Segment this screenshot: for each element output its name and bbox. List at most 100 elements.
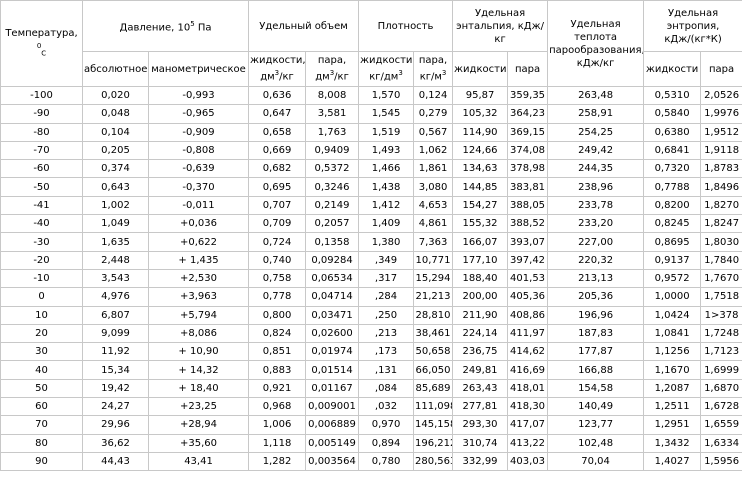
table-cell: 1,1256 xyxy=(643,342,702,362)
table-cell: 0,006889 xyxy=(305,415,360,435)
table-cell: 0,824 xyxy=(248,323,307,344)
table-cell: 388,05 xyxy=(507,195,549,216)
table-cell: 1,7840 xyxy=(700,250,742,270)
table-cell: 124,66 xyxy=(452,140,509,161)
table-cell: 70 xyxy=(0,415,83,435)
table-cell: 1,118 xyxy=(248,433,307,453)
table-cell: 15,294 xyxy=(413,268,454,289)
table-cell: 177,87 xyxy=(547,342,645,362)
table-cell: 188,40 xyxy=(452,268,509,289)
table-cell: 6,807 xyxy=(82,305,149,325)
table-cell: 0,048 xyxy=(82,104,149,124)
table-cell: 1,3432 xyxy=(643,433,702,453)
table-row: -90 0,048 -0,965 0,647 3,581 1,545 0,279 105,32… xyxy=(0,104,742,124)
table-cell: 213,13 xyxy=(547,268,645,289)
table-cell: 224,14 xyxy=(452,323,509,344)
table-cell: 0,851 xyxy=(248,342,307,362)
table-cell: 111,098 xyxy=(413,397,454,417)
table-cell: 1,0424 xyxy=(643,305,702,325)
table-cell: -10 xyxy=(0,268,83,289)
table-cell: 3,581 xyxy=(305,104,360,124)
table-cell: 293,30 xyxy=(452,415,509,435)
table-cell: 1,2511 xyxy=(643,397,702,417)
table-cell: 0,5310 xyxy=(643,85,702,106)
table-cell: + 1,435 xyxy=(147,250,250,270)
table-cell: +28,94 xyxy=(147,415,250,435)
table-cell: -60 xyxy=(0,159,83,179)
table-cell: 227,00 xyxy=(547,232,645,252)
table-cell: 1,861 xyxy=(413,159,454,179)
table-cell: 408,86 xyxy=(507,305,549,325)
table-cell: ,284 xyxy=(358,287,415,307)
table-cell: 0,7320 xyxy=(643,159,702,179)
table-cell: + 18,40 xyxy=(147,378,250,399)
table-cell: 123,77 xyxy=(547,415,645,435)
table-cell: 1,002 xyxy=(82,195,149,216)
table-cell: 414,62 xyxy=(507,342,549,362)
header-text: пара, дм xyxy=(315,55,347,83)
header-cell: Удельная энтальпия, кДж/кг xyxy=(452,0,549,52)
header-cell: абсолютное xyxy=(82,51,149,87)
table-cell: 1,635 xyxy=(82,232,149,252)
page: Температура, 0C Давление, 105 Па Удельный… xyxy=(0,0,742,472)
table-cell: 332,99 xyxy=(452,451,509,472)
table-cell: -0,993 xyxy=(147,85,250,106)
table-cell: 21,213 xyxy=(413,287,454,307)
table-row: -70 0,205 -0,808 0,669 0,9409 1,493 1,062 124,6… xyxy=(0,140,742,161)
table-cell: 1,062 xyxy=(413,140,454,161)
table-row: -50 0,643 -0,370 0,695 0,3246 1,438 3,080 144,8… xyxy=(0,177,742,197)
header-cell: пара, дм3/кг xyxy=(305,51,360,87)
table-cell: +23,25 xyxy=(147,397,250,417)
table-cell: 1,8270 xyxy=(700,195,742,216)
table-cell: 38,461 xyxy=(413,323,454,344)
header-text: жидкости, дм xyxy=(250,55,306,83)
table-cell: 378,98 xyxy=(507,159,549,179)
table-cell: 0,643 xyxy=(82,177,149,197)
header-text: жидкости, кг/дм xyxy=(360,55,414,83)
table-cell: 1,0841 xyxy=(643,323,702,344)
table-cell: 0,724 xyxy=(248,232,307,252)
table-cell: ,131 xyxy=(358,360,415,380)
table-cell: 4,976 xyxy=(82,287,149,307)
header-text: 3 xyxy=(329,69,335,78)
table-cell: 20 xyxy=(0,323,83,344)
header-text: 3 xyxy=(398,69,403,78)
header-text: /кг xyxy=(279,71,294,83)
table-cell: 1,7670 xyxy=(700,268,742,289)
table-row: -100 0,020 -0,993 0,636 8,008 1,570 0,124 95,87… xyxy=(0,85,742,106)
table-cell: 1,8030 xyxy=(700,232,742,252)
table-row: 60 24,27 +23,25 0,968 0,009001,032 111,098 277… xyxy=(0,397,742,417)
table-cell: ,349 xyxy=(358,250,415,270)
table-cell: 0,778 xyxy=(248,287,307,307)
table-cell: 0,6841 xyxy=(643,140,702,161)
table-cell: 102,48 xyxy=(547,433,645,453)
table-cell: 40 xyxy=(0,360,83,380)
table-row: 0 4,976 +3,963 0,778 0,04714,284 21,213 200,00… xyxy=(0,287,742,307)
table-cell: 0,800 xyxy=(248,305,307,325)
table-cell: -0,011 xyxy=(147,195,250,216)
table-cell: 2,448 xyxy=(82,250,149,270)
table-cell: 0,5372 xyxy=(305,159,360,179)
table-cell: 4,653 xyxy=(413,195,454,216)
table-cell: 1,006 xyxy=(248,415,307,435)
table-row: -41 1,002 -0,011 0,707 0,2149 1,412 4,653 154,2… xyxy=(0,195,742,216)
table-cell: 166,07 xyxy=(452,232,509,252)
table-cell: 66,050 xyxy=(413,360,454,380)
table-cell: 0,780 xyxy=(358,451,415,472)
table-cell: 0,567 xyxy=(413,122,454,142)
table-cell: 280,563 xyxy=(413,451,454,472)
table-row: 20 9,099 +8,086 0,824 0,02600,213 38,461 224,1… xyxy=(0,323,742,344)
table-cell: 187,83 xyxy=(547,323,645,344)
table-cell: 196,96 xyxy=(547,305,645,325)
table-cell: +8,086 xyxy=(147,323,250,344)
table-row: -60 0,374 -0,639 0,682 0,5372 1,466 1,861 134,6… xyxy=(0,159,742,179)
table-cell: 1,7123 xyxy=(700,342,742,362)
table-cell: 36,62 xyxy=(82,433,149,453)
table-cell: 0,003564 xyxy=(305,451,360,472)
table-cell: 30 xyxy=(0,342,83,362)
table-cell: 144,85 xyxy=(452,177,509,197)
table-cell: 0,04714 xyxy=(305,287,360,307)
table-cell: 1,5956 xyxy=(700,451,742,472)
table-cell: 417,07 xyxy=(507,415,549,435)
table-cell: 1,6999 xyxy=(700,360,742,380)
